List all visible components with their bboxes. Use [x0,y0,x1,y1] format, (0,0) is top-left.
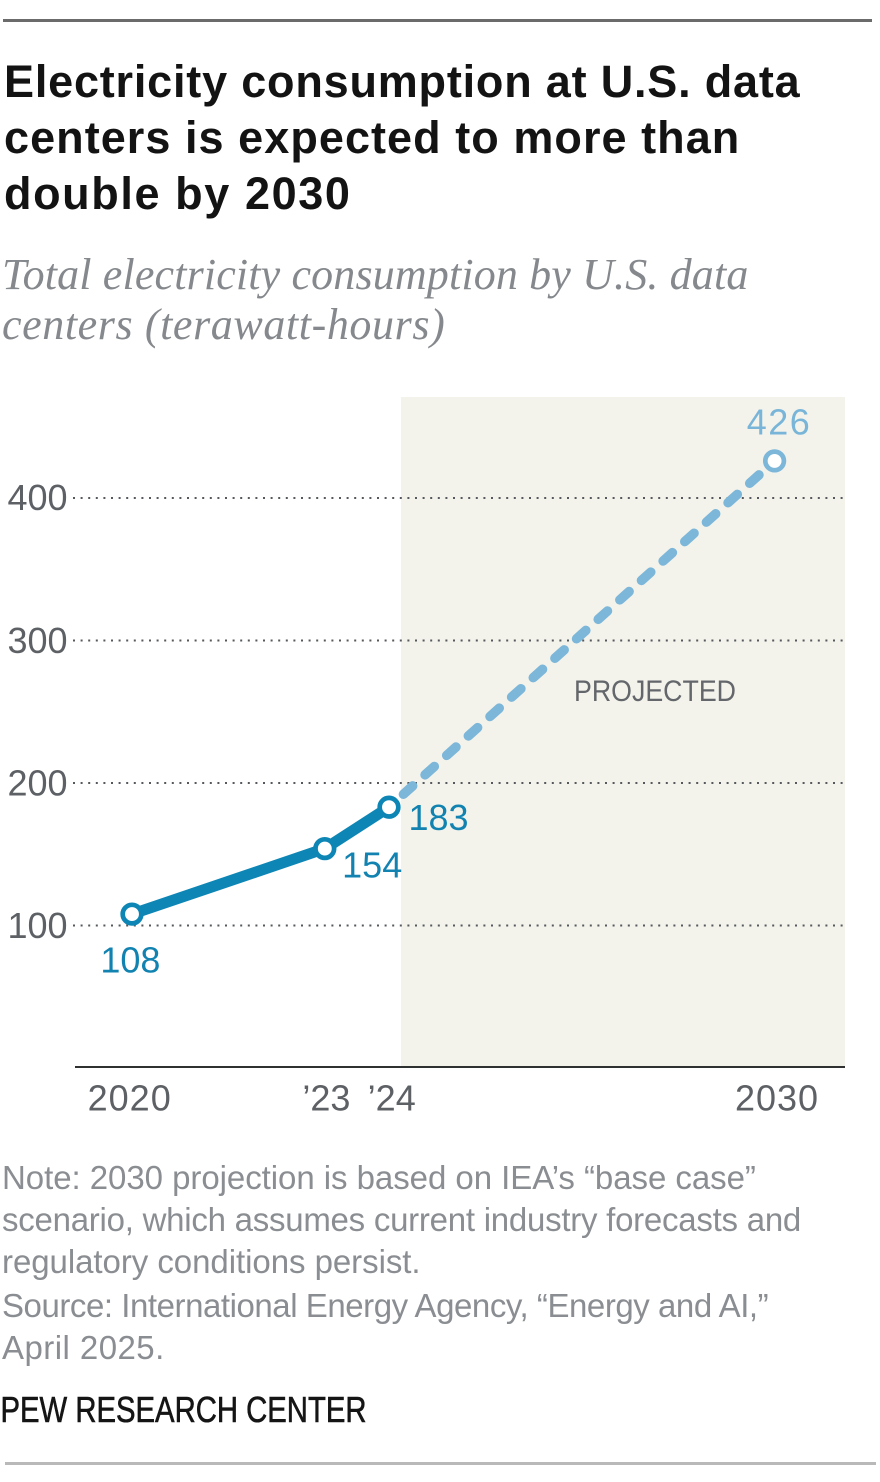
svg-text:108: 108 [100,940,160,981]
svg-text:PEW RESEARCH CENTER: PEW RESEARCH CENTER [1,1389,367,1430]
svg-text:400: 400 [8,477,68,518]
svg-text:200: 200 [8,762,68,803]
svg-text:2020: 2020 [88,1078,172,1119]
svg-text:’23: ’23 [302,1078,350,1119]
svg-text:100: 100 [8,905,68,946]
svg-text:300: 300 [8,620,68,661]
svg-text:’24: ’24 [368,1078,416,1119]
svg-text:426: 426 [747,402,812,443]
svg-text:2030: 2030 [735,1078,819,1119]
svg-text:PROJECTED: PROJECTED [574,675,736,708]
svg-text:154: 154 [342,844,402,885]
svg-text:183: 183 [409,797,469,838]
